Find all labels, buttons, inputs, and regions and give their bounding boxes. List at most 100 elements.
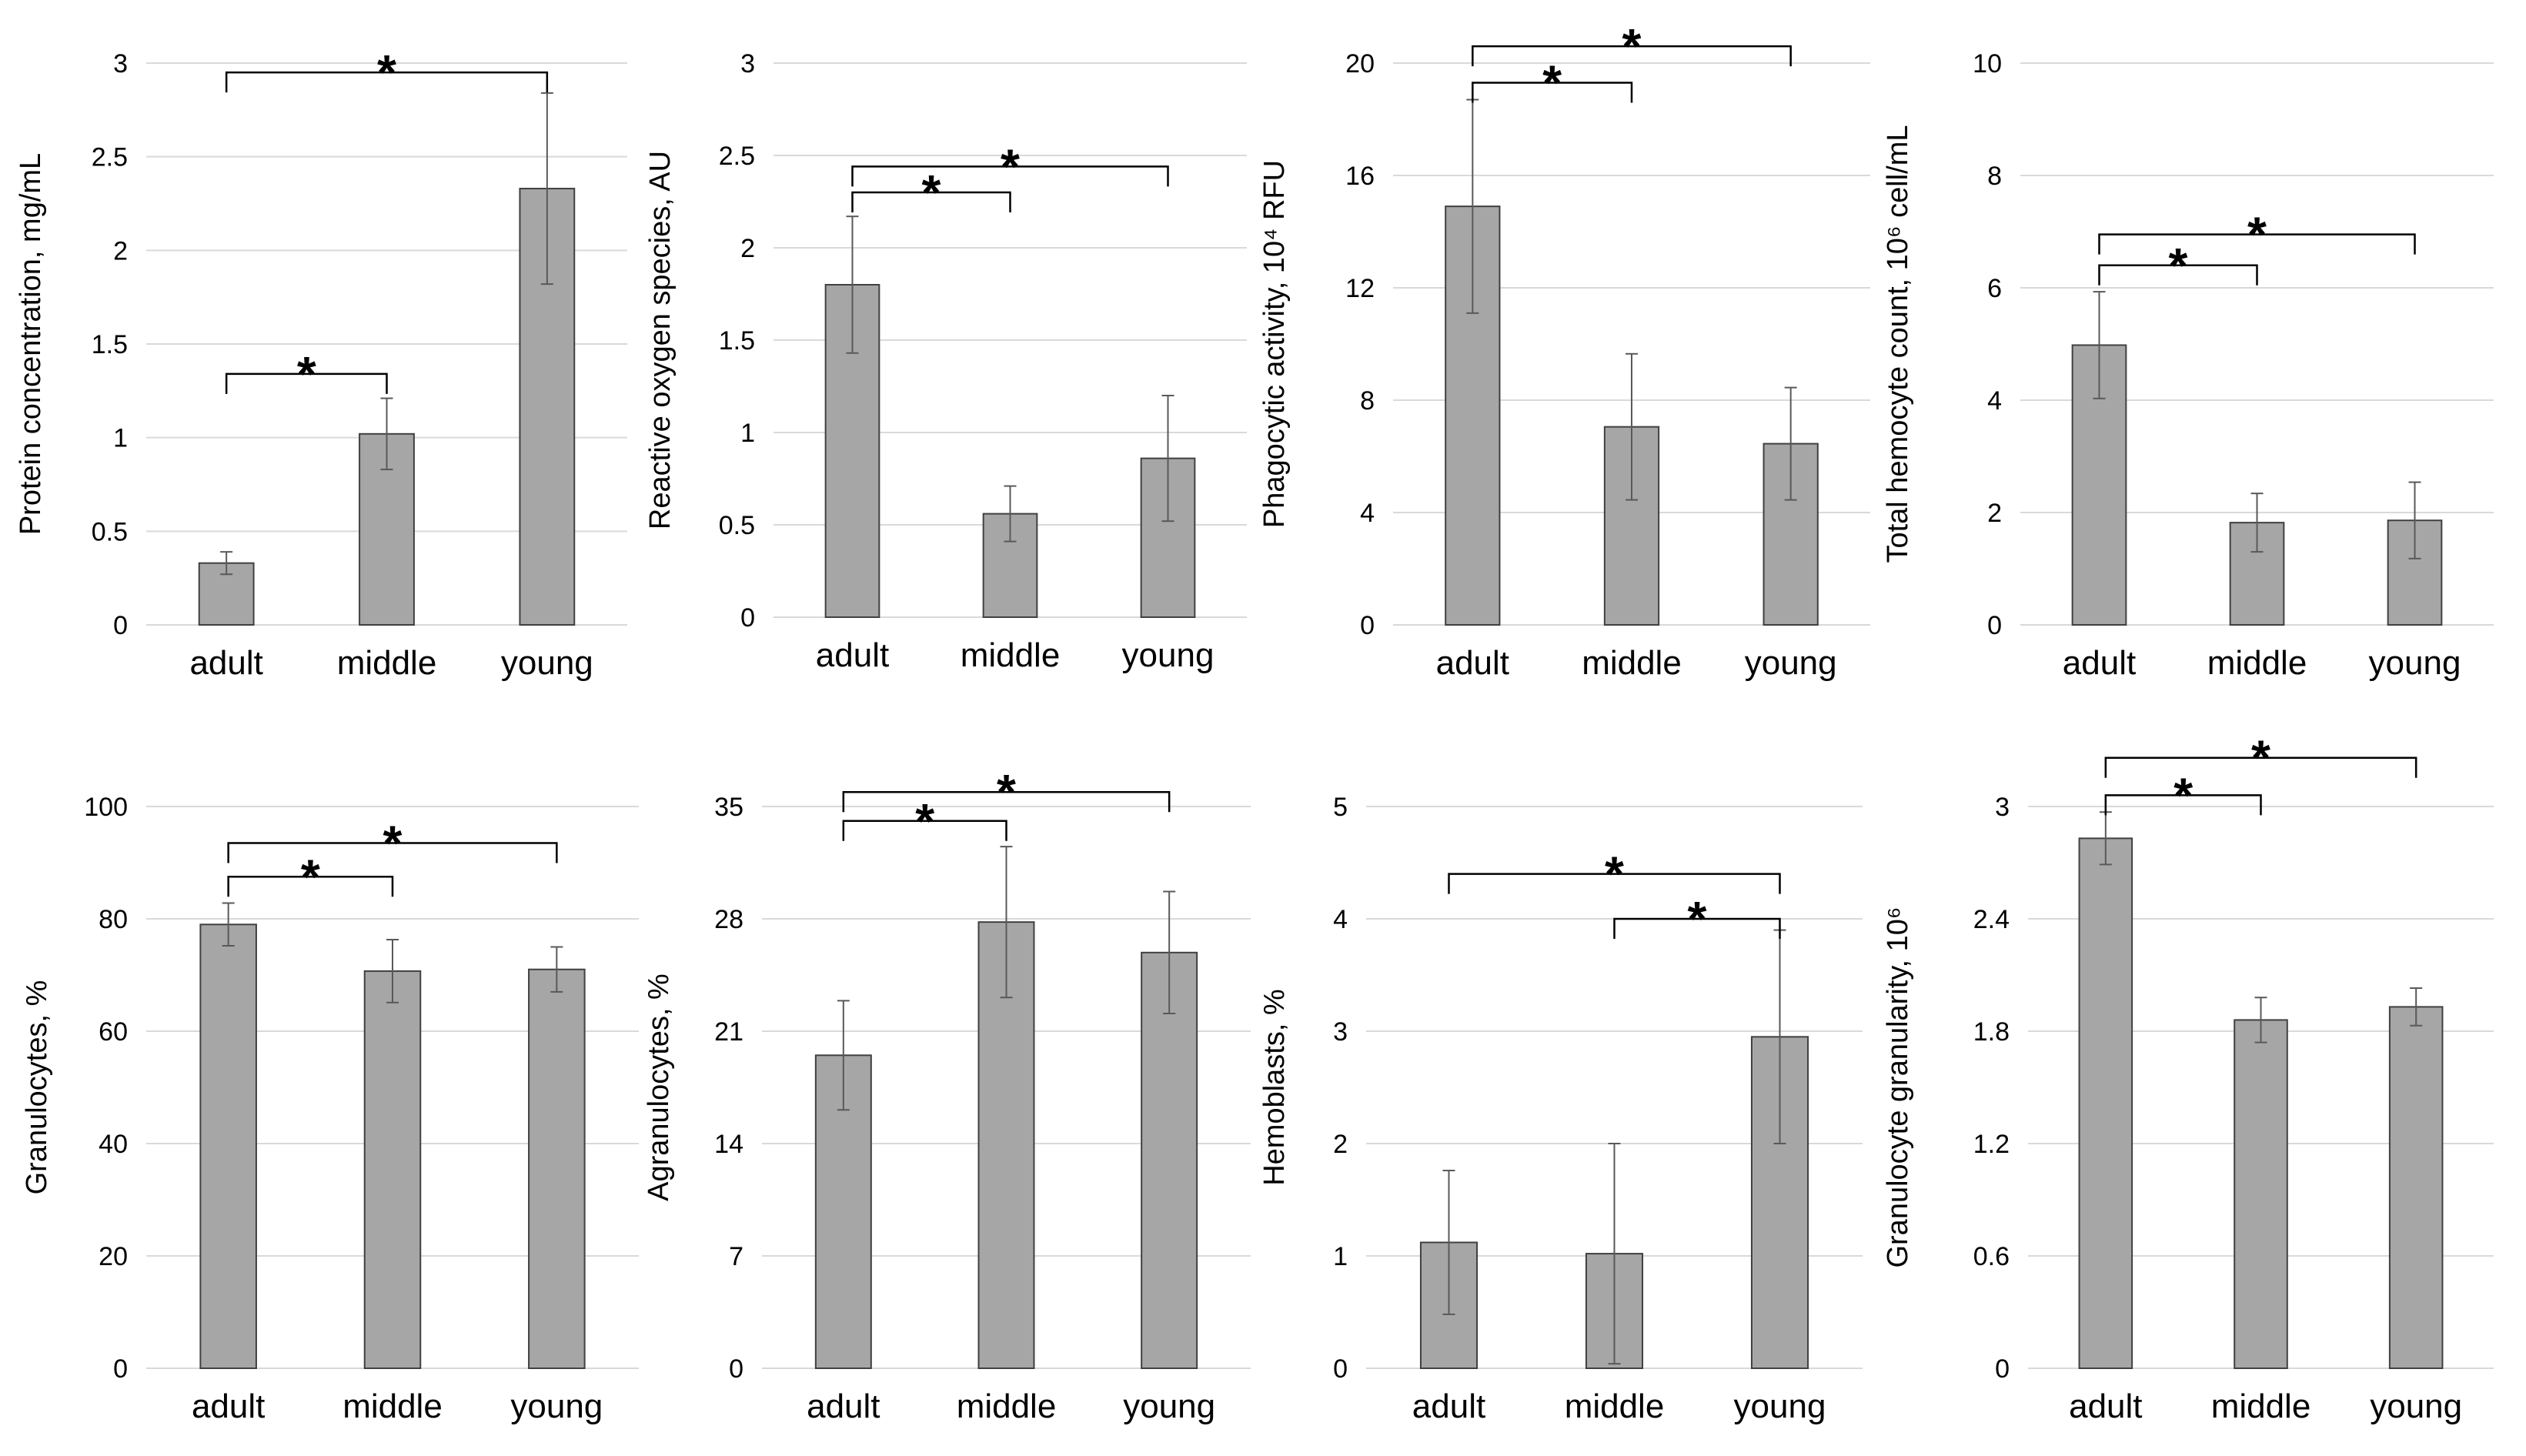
significance-bracket	[225, 71, 549, 93]
y-tick-label: 0	[1333, 1354, 1348, 1384]
chart-panel-7: 0 1 2 3 4 5 Hemoblasts, % adult middle young * *	[1258, 793, 1863, 1425]
significance-star: *	[1605, 847, 1624, 902]
y-tick-label: 16	[1345, 162, 1375, 191]
chart-panel-6: 0 7 14 21 28 35 Agranulocytes, % adult middle you…	[643, 764, 1251, 1425]
x-category-label-young: young	[1745, 644, 1837, 682]
chart-panel-1: 0 0.5 1 1.5 2 2.5 3 Protein concentration, mg/m…	[15, 45, 627, 682]
y-tick-label: 8	[1360, 386, 1375, 416]
x-category-label-young: young	[1123, 1388, 1215, 1425]
y-tick-label: 21	[714, 1017, 743, 1047]
bar-middle	[2234, 1019, 2288, 1370]
x-category-label-middle: middle	[342, 1388, 443, 1425]
y-tick-label: 3	[1995, 793, 2010, 822]
x-category-label-middle: middle	[2211, 1388, 2311, 1425]
y-tick-label: 0	[740, 603, 755, 633]
x-category-label-middle: middle	[1565, 1388, 1665, 1425]
significance-star: *	[297, 346, 316, 402]
significance-bracket	[1448, 873, 1781, 894]
x-category-label-adult: adult	[1436, 644, 1509, 682]
y-tick-label: 28	[714, 905, 743, 934]
x-category-label-adult: adult	[189, 644, 262, 682]
bar-adult	[199, 923, 257, 1370]
x-category-label-adult: adult	[1412, 1388, 1485, 1425]
y-tick-label: 7	[729, 1242, 743, 1271]
y-tick-label: 1.8	[1973, 1017, 2010, 1047]
y-tick-label: 0	[1987, 611, 2002, 640]
y-tick-label: 20	[1345, 49, 1375, 78]
y-tick-label: 0.5	[92, 517, 128, 546]
y-tick-label: 4	[1360, 499, 1375, 528]
significance-star: *	[2247, 207, 2267, 262]
significance-star: *	[1542, 55, 1562, 111]
x-category-label-middle: middle	[2207, 644, 2307, 682]
chart-panel-2: 0 0.5 1 1.5 2 2.5 3 Reactive oxygen species, AU…	[644, 49, 1247, 674]
y-tick-label: 3	[1333, 1017, 1348, 1047]
significance-bracket	[227, 876, 394, 897]
x-category-label-adult: adult	[816, 636, 889, 674]
x-category-label-adult: adult	[2069, 1388, 2142, 1425]
significance-star: *	[1001, 139, 1020, 194]
significance-bracket	[1472, 82, 1633, 103]
y-tick-label: 100	[84, 793, 128, 822]
y-tick-label: 0.5	[719, 511, 755, 540]
x-category-label-young: young	[2370, 1388, 2462, 1425]
y-axis-title: Protein concentration, mg/mL	[15, 153, 47, 535]
y-tick-label: 2.5	[92, 143, 128, 172]
significance-bracket	[225, 372, 388, 394]
y-tick-label: 2	[1987, 499, 2002, 528]
significance-bracket	[2104, 794, 2262, 816]
x-category-label-young: young	[1122, 636, 1215, 674]
y-tick-label: 2.5	[719, 142, 755, 171]
y-tick-label: 3	[113, 49, 128, 78]
y-tick-label: 12	[1345, 274, 1375, 303]
y-tick-label: 14	[714, 1130, 743, 1159]
bar-middle	[363, 970, 422, 1369]
significance-star: *	[377, 45, 396, 100]
y-tick-label: 0	[1360, 611, 1375, 640]
y-tick-label: 40	[99, 1130, 128, 1159]
y-tick-label: 6	[1987, 274, 2002, 303]
chart-panel-3: 0 4 8 12 16 20 Phagocytic activity, 10⁴ RFU adu…	[1258, 18, 1870, 682]
y-axis-title: Phagocytic activity, 10⁴ RFU	[1258, 160, 1291, 528]
y-tick-label: 3	[740, 49, 755, 78]
y-axis-title: Agranulocytes, %	[643, 973, 675, 1201]
x-category-label-adult: adult	[2063, 644, 2136, 682]
y-tick-label: 1.5	[92, 330, 128, 359]
x-category-label-middle: middle	[961, 636, 1061, 674]
y-tick-label: 1.5	[719, 326, 755, 356]
significance-star: *	[1622, 18, 1642, 74]
chart-panel-5: 0 20 40 60 80 100 Granulocytes, % adult middle yo…	[21, 793, 639, 1425]
y-tick-label: 0	[113, 1354, 128, 1384]
y-tick-label: 4	[1987, 386, 2002, 416]
y-axis-title: Granulocytes, %	[21, 980, 53, 1195]
y-tick-label: 5	[1333, 793, 1348, 822]
y-axis-title: Reactive oxygen species, AU	[644, 151, 677, 529]
significance-bracket	[851, 191, 1011, 212]
x-category-label-adult: adult	[192, 1388, 265, 1425]
significance-bracket	[2104, 756, 2417, 778]
significance-bracket	[2098, 264, 2258, 286]
bar-young	[528, 968, 586, 1369]
significance-star: *	[2251, 730, 2270, 786]
significance-star: *	[922, 165, 941, 220]
x-category-label-middle: middle	[957, 1388, 1057, 1425]
y-axis-title: Total hemocyte count, 10⁶ cell/mL	[1882, 125, 1914, 563]
significance-bracket	[1472, 45, 1792, 67]
y-tick-label: 2	[113, 236, 128, 265]
significance-star: *	[1688, 891, 1707, 947]
chart-panel-8: 0 0.6 1.2 1.8 2.4 3 Granulocyte granularity, 1…	[1882, 730, 2494, 1425]
y-tick-label: 2.4	[1973, 905, 2010, 934]
significance-star: *	[915, 793, 934, 849]
y-tick-label: 2	[740, 234, 755, 263]
significance-bracket	[227, 842, 558, 863]
y-tick-label: 1.2	[1973, 1130, 2010, 1159]
bar-adult	[2078, 837, 2133, 1370]
y-tick-label: 80	[99, 905, 128, 934]
y-tick-label: 1	[113, 424, 128, 453]
y-tick-label: 10	[1973, 49, 2002, 78]
significance-star: *	[2173, 767, 2193, 823]
y-tick-label: 0	[729, 1354, 743, 1384]
significance-star: *	[301, 849, 320, 904]
x-category-label-adult: adult	[807, 1388, 880, 1425]
y-tick-label: 35	[714, 793, 743, 822]
